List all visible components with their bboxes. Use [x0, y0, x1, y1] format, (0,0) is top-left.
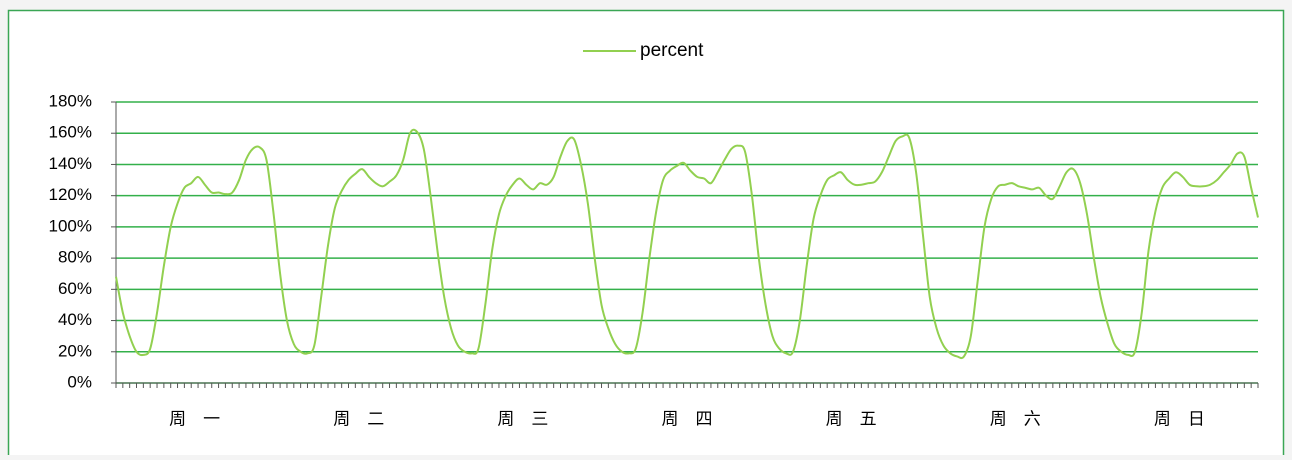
y-tick-label: 0%: [67, 372, 92, 391]
x-tick-label: 周 日: [1154, 410, 1205, 430]
data-line: [115, 128, 1259, 360]
x-tick-label: 周 一: [169, 410, 220, 430]
x-tick-label: 周 五: [826, 410, 877, 430]
y-tick-label: 100%: [49, 216, 92, 235]
y-tick-label: 180%: [49, 91, 92, 110]
y-tick-label: 60%: [58, 279, 92, 298]
x-tick-label: 周 四: [662, 410, 713, 430]
x-tick-label: 周 二: [333, 410, 384, 430]
x-tick-label: 周 六: [990, 410, 1041, 430]
y-tick-label: 40%: [58, 310, 92, 329]
chart-frame: [7, 9, 1285, 460]
y-tick-label: 160%: [49, 123, 92, 142]
y-tick-label: 120%: [49, 185, 92, 204]
legend-label: percent: [640, 40, 704, 61]
y-tick-label: 140%: [49, 154, 92, 173]
y-tick-label: 20%: [58, 341, 92, 360]
y-tick-label: 80%: [58, 248, 92, 267]
x-tick-label: 周 三: [497, 410, 548, 430]
